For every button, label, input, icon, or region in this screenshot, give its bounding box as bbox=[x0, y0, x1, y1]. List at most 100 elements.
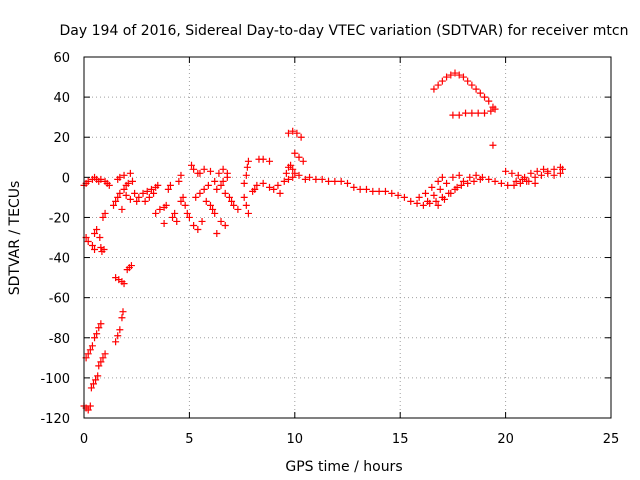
x-tick-label: 5 bbox=[185, 432, 193, 447]
data-point bbox=[177, 171, 185, 179]
y-tick-label: -40 bbox=[49, 252, 70, 267]
data-point bbox=[455, 71, 463, 79]
data-point bbox=[289, 165, 297, 173]
data-point bbox=[219, 177, 227, 185]
data-point bbox=[481, 109, 489, 117]
data-point bbox=[190, 221, 198, 229]
data-point bbox=[116, 173, 124, 181]
data-point bbox=[213, 229, 221, 237]
data-point bbox=[455, 171, 463, 179]
data-point bbox=[244, 157, 252, 165]
data-point bbox=[295, 171, 303, 179]
data-point bbox=[228, 197, 236, 205]
data-point bbox=[112, 338, 120, 346]
data-point bbox=[344, 179, 351, 187]
data-point bbox=[126, 169, 134, 177]
chart-title: Day 194 of 2016, Sidereal Day-to-day VTE… bbox=[60, 23, 629, 39]
data-point bbox=[369, 187, 377, 195]
data-point bbox=[282, 169, 290, 177]
data-point bbox=[502, 167, 510, 175]
data-point bbox=[453, 183, 461, 191]
data-point bbox=[527, 169, 535, 177]
data-point bbox=[449, 173, 457, 181]
data-point bbox=[485, 175, 493, 183]
data-point bbox=[440, 195, 448, 203]
data-point bbox=[177, 197, 185, 205]
data-point bbox=[84, 238, 92, 246]
data-point bbox=[119, 308, 127, 316]
data-point bbox=[331, 177, 339, 185]
data-point bbox=[525, 177, 533, 185]
data-point bbox=[120, 185, 128, 193]
data-point bbox=[196, 189, 204, 197]
data-point bbox=[284, 129, 292, 137]
data-point bbox=[160, 219, 168, 227]
data-point bbox=[375, 187, 383, 195]
data-point bbox=[287, 161, 295, 169]
data-point bbox=[259, 155, 267, 163]
data-point bbox=[183, 209, 191, 217]
data-point bbox=[544, 169, 552, 177]
data-point bbox=[512, 177, 520, 185]
x-tick-label: 25 bbox=[603, 432, 620, 447]
data-point bbox=[215, 169, 223, 177]
data-point bbox=[356, 185, 364, 193]
data-point bbox=[455, 111, 463, 119]
data-point bbox=[86, 346, 94, 354]
data-point bbox=[101, 350, 109, 358]
data-point bbox=[88, 242, 96, 250]
data-point bbox=[175, 177, 183, 185]
data-point bbox=[124, 179, 132, 187]
data-point bbox=[434, 81, 442, 89]
data-point bbox=[438, 173, 446, 181]
data-point bbox=[381, 187, 389, 195]
data-point bbox=[105, 181, 113, 189]
y-tick-label: 40 bbox=[53, 91, 70, 106]
data-point bbox=[301, 175, 309, 183]
grid-lines bbox=[84, 57, 611, 418]
data-point bbox=[156, 205, 164, 213]
data-point bbox=[337, 177, 345, 185]
data-point bbox=[259, 179, 267, 187]
data-point bbox=[280, 177, 288, 185]
data-point bbox=[497, 179, 505, 187]
y-tick-label: -20 bbox=[49, 211, 70, 226]
data-point bbox=[223, 169, 231, 177]
data-point bbox=[362, 185, 370, 193]
data-point bbox=[88, 342, 96, 350]
data-point bbox=[234, 205, 242, 213]
data-point bbox=[126, 195, 134, 203]
data-point bbox=[430, 85, 438, 93]
data-point bbox=[312, 175, 320, 183]
data-point bbox=[350, 183, 358, 191]
data-point bbox=[225, 193, 233, 201]
data-point bbox=[244, 209, 252, 217]
data-point bbox=[200, 165, 208, 173]
data-point bbox=[185, 213, 193, 221]
data-point bbox=[221, 189, 229, 197]
data-point bbox=[540, 165, 548, 173]
data-point bbox=[166, 181, 174, 189]
data-point bbox=[468, 81, 476, 89]
data-point bbox=[243, 163, 251, 171]
data-point bbox=[318, 175, 326, 183]
x-tick-label: 10 bbox=[287, 432, 304, 447]
data-point bbox=[173, 217, 181, 225]
data-point bbox=[217, 181, 225, 189]
data-point bbox=[145, 193, 153, 201]
data-point bbox=[211, 209, 219, 217]
data-point bbox=[491, 177, 499, 185]
data-point bbox=[438, 77, 446, 85]
data-point bbox=[485, 97, 493, 105]
data-point bbox=[504, 181, 512, 189]
x-axis-label: GPS time / hours bbox=[285, 459, 402, 475]
y-tick-label: 0 bbox=[62, 171, 70, 186]
data-point bbox=[89, 380, 97, 388]
data-point bbox=[559, 165, 567, 173]
data-point bbox=[556, 169, 564, 177]
data-point bbox=[118, 314, 126, 322]
data-point bbox=[464, 179, 472, 187]
data-point bbox=[451, 69, 459, 77]
data-point bbox=[533, 167, 541, 175]
